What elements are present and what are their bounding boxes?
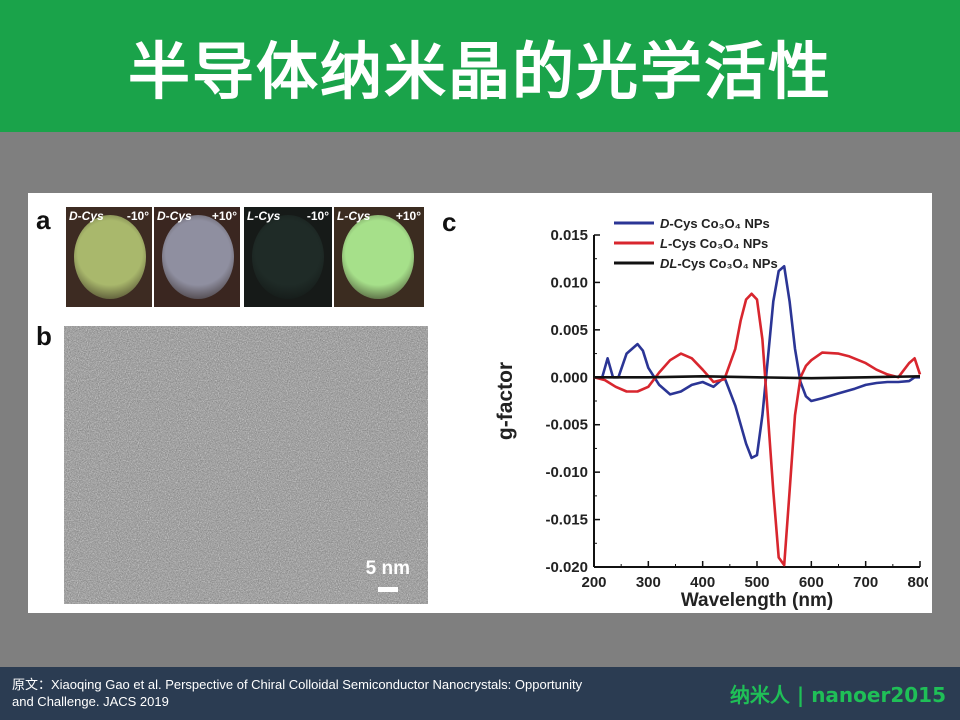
panel-label-c: c [442,207,457,237]
panel-label-a: a [36,205,51,235]
photo-ligand-label: D-Cys [69,209,104,223]
x-tick-label: 300 [636,574,661,591]
brand-watermark: 纳米人 | nanoer2015 [730,679,946,708]
x-tick-label: 700 [853,574,878,591]
cpl-photo-l-plus: L-Cys +10° [334,207,424,307]
y-axis-label: g-factor [494,362,517,440]
g-factor-chart: 0.015 0.010 0.005 0.000 -0.005 -0.010 -0.015 -0… [494,216,928,611]
photo-ligand-label: D-Cys [157,209,192,223]
luminescence-disc [252,215,324,299]
panel-label-b: b [36,321,52,351]
series-line-1 [594,265,920,460]
footer-bar: 原文：Xiaoqing Gao et al. Perspective of Ch… [0,667,960,720]
y-tick-label: 0.000 [550,369,588,386]
luminescence-disc [342,215,414,299]
photo-ligand-label: L-Cys [337,209,371,223]
photo-ligand-label: L-Cys [247,209,281,223]
x-tick-label: 500 [744,574,769,591]
citation: 原文：Xiaoqing Gao et al. Perspective of Ch… [12,676,692,710]
luminescence-disc [162,215,234,299]
photo-angle-label: -10° [306,209,329,223]
y-tick-label: 0.005 [550,322,588,339]
x-tick-label: 200 [581,574,606,591]
y-tick-label: -0.020 [545,559,588,576]
scale-bar-label: 5 nm [365,558,410,579]
brand-name: 纳米人 [729,683,790,707]
x-tick-label: 800 [907,574,928,591]
title-bar: 半导体纳米晶的光学活性 [0,0,960,132]
y-tick-label: -0.010 [545,464,588,481]
photo-angle-label: +10° [211,209,237,223]
x-tick-label: 400 [690,574,715,591]
x-tick-label: 600 [799,574,824,591]
legend-entry: L-Cys Co₃O₄ NPs [660,236,768,251]
brand-separator: | [796,683,805,707]
y-tick-label: -0.005 [545,417,588,434]
legend-entry: D-Cys Co₃O₄ NPs [660,216,770,231]
y-tick-label: 0.010 [550,274,588,291]
figure-panel: a b c D-Cys -10° D-Cys +10° L-Cys -10° L-Cy… [28,193,932,613]
series-line-3 [594,375,921,380]
cpl-photo-l-minus: L-Cys -10° [244,207,332,307]
scale-bar [378,587,398,592]
tem-texture [64,326,428,604]
cpl-photo-d-minus: D-Cys -10° [66,207,152,307]
citation-line-1: 原文：Xiaoqing Gao et al. Perspective of Ch… [12,677,583,692]
y-tick-label: 0.015 [550,227,588,244]
tem-image: 5 nm [64,326,428,604]
brand-handle: nanoer2015 [811,683,946,707]
legend-entry: DL-Cys Co₃O₄ NPs [660,256,778,271]
photo-angle-label: -10° [126,209,149,223]
luminescence-disc [74,215,146,299]
cpl-photo-d-plus: D-Cys +10° [154,207,240,307]
x-axis-label: Wavelength (nm) [681,590,833,611]
citation-line-2: and Challenge. JACS 2019 [12,694,169,709]
photo-angle-label: +10° [395,209,421,223]
slide-title: 半导体纳米晶的光学活性 [127,35,832,108]
series-line-2 [593,292,922,567]
y-tick-label: -0.015 [545,512,588,529]
